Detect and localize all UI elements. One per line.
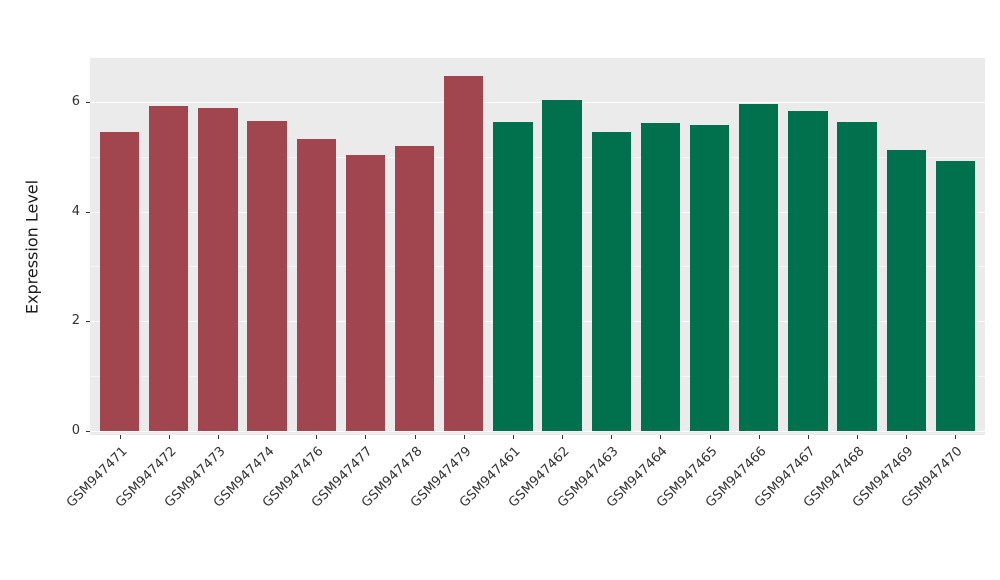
bar	[640, 122, 681, 431]
y-tick-label: 0	[71, 423, 80, 438]
y-tick-label: 6	[71, 93, 80, 109]
x-tick-mark	[365, 435, 367, 439]
x-tick-mark	[857, 435, 859, 439]
x-tick-mark	[758, 435, 760, 439]
gridline-minor	[90, 266, 985, 268]
bar	[345, 155, 386, 431]
y-tick-label: 2	[71, 313, 80, 329]
bar	[394, 145, 435, 431]
bar	[542, 100, 582, 431]
bar	[886, 150, 926, 431]
gridline-major	[90, 101, 985, 103]
x-tick-mark	[955, 435, 957, 439]
x-tick-mark	[463, 435, 465, 439]
bar	[788, 111, 828, 431]
x-tick-mark	[611, 435, 613, 439]
x-tick-mark	[562, 435, 564, 439]
y-tick-mark	[86, 321, 90, 323]
x-tick-mark	[906, 435, 908, 439]
bar	[296, 138, 336, 431]
x-tick-mark	[119, 435, 121, 439]
bar	[99, 132, 140, 431]
x-tick-mark	[414, 435, 416, 439]
bar	[493, 122, 533, 431]
gridline-minor	[90, 156, 985, 158]
x-tick-mark	[512, 435, 514, 439]
bar	[837, 122, 877, 431]
bar	[591, 132, 631, 431]
y-tick-mark	[86, 101, 90, 103]
x-tick-mark	[267, 435, 269, 439]
plot-panel	[90, 58, 985, 435]
bar	[689, 124, 730, 431]
y-tick-mark	[86, 431, 90, 432]
x-tick-mark	[660, 435, 662, 439]
gridline-major	[90, 431, 985, 432]
y-tick-mark	[86, 211, 90, 213]
y-tick-label: 4	[71, 203, 80, 219]
gridline-minor	[90, 376, 985, 378]
bar	[444, 75, 484, 431]
bar	[935, 160, 976, 431]
x-tick-mark	[217, 435, 219, 439]
x-tick-mark	[316, 435, 318, 439]
bar	[149, 106, 189, 431]
gridline-major	[90, 211, 985, 213]
gridline-major	[90, 321, 985, 323]
x-tick-mark	[168, 435, 170, 439]
bar	[198, 108, 238, 431]
bar	[247, 121, 287, 431]
bar	[739, 103, 779, 431]
x-tick-mark	[807, 435, 809, 439]
y-axis-title: Expression Level	[22, 179, 42, 314]
x-tick-mark	[709, 435, 711, 439]
